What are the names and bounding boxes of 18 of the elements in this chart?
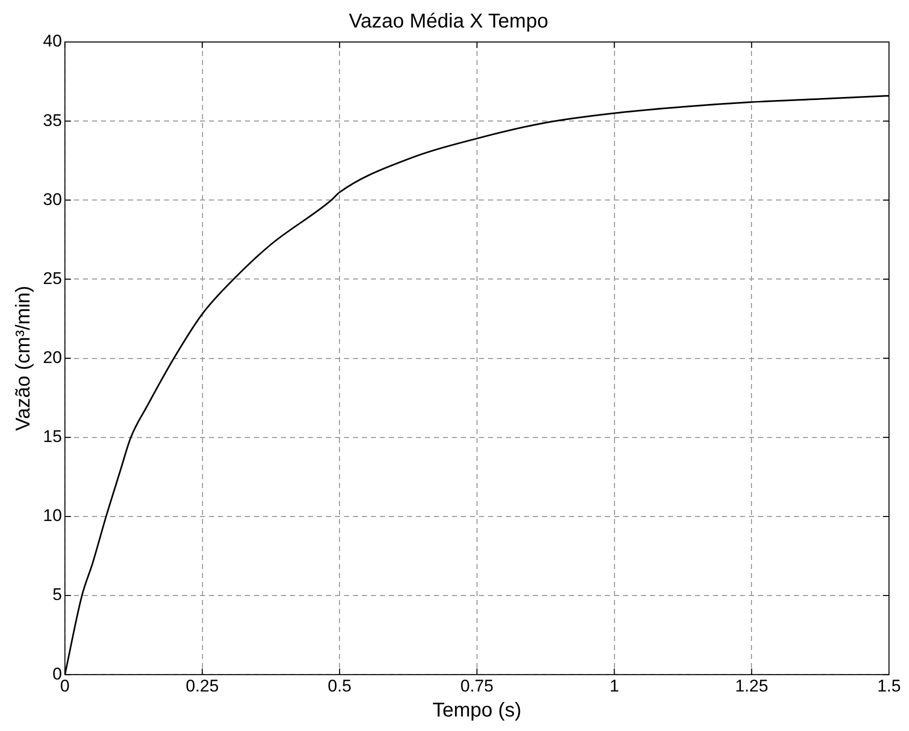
chart-title: Vazao Média X Tempo [348,10,548,33]
x-tick-label: 0.25 [186,676,219,696]
x-tick-label: 0.75 [460,676,494,696]
y-tick-label: 20 [42,348,62,367]
y-axis-title: Vazão (cm³/min) [12,286,35,431]
x-axis-title: Tempo (s) [432,700,522,722]
y-tick-label: 10 [42,506,62,526]
y-tick-label: 0 [52,664,62,684]
y-tick-label: 30 [42,190,62,209]
y-tick-label: 15 [42,427,62,446]
x-tick-label: 0.5 [328,676,352,696]
y-tick-label: 25 [42,268,62,288]
x-tick-label: 1.25 [735,676,768,696]
y-tick-label: 5 [52,585,62,604]
y-tick-label: 40 [42,32,62,51]
y-tick-label: 35 [42,110,62,130]
x-tick-label: 1.5 [877,676,901,696]
x-tick-label: 1 [610,676,620,696]
